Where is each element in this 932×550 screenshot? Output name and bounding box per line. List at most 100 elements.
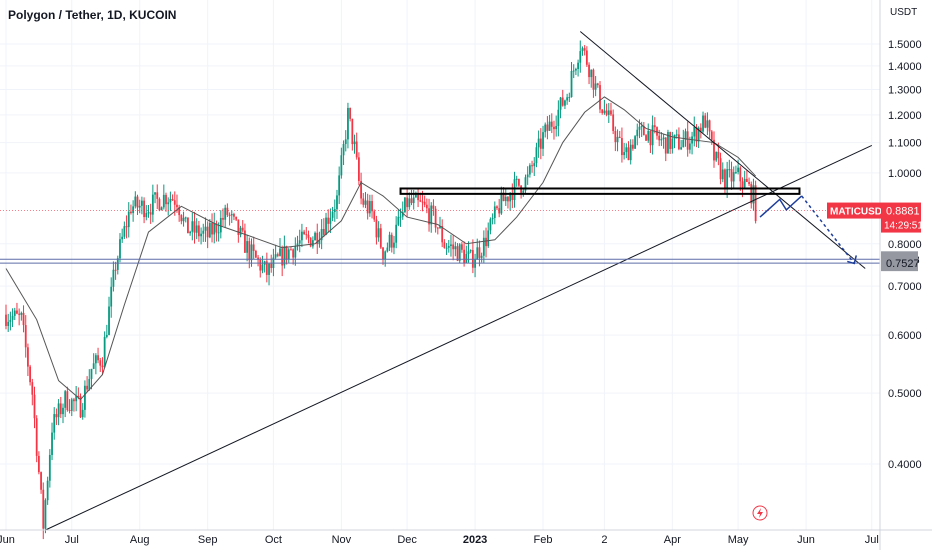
candle-body xyxy=(46,480,49,501)
candle-body xyxy=(544,124,547,133)
candle-body xyxy=(20,312,23,315)
candle-body xyxy=(636,129,639,137)
candle-body xyxy=(64,391,67,408)
candle-body xyxy=(373,211,376,220)
time-tick-label: Nov xyxy=(332,534,352,546)
candle-body xyxy=(553,126,555,130)
candle-body xyxy=(156,192,159,199)
candle-body xyxy=(195,225,198,233)
candle-body xyxy=(684,131,687,140)
candle-body xyxy=(22,312,25,326)
candle-body xyxy=(610,110,612,115)
candle-body xyxy=(469,250,472,252)
candle-body xyxy=(136,196,139,208)
candle-body xyxy=(307,234,310,238)
candle-body xyxy=(283,246,286,266)
candle-body xyxy=(680,147,683,150)
candle-body xyxy=(276,254,279,256)
candle-body xyxy=(697,127,700,142)
candle-body xyxy=(406,197,409,208)
candle-body xyxy=(130,211,132,214)
candle-body xyxy=(719,158,722,180)
candle-body xyxy=(37,455,40,473)
candle-body xyxy=(379,228,382,248)
candle-body xyxy=(219,217,222,233)
drawings-layer[interactable] xyxy=(0,31,880,531)
candle-body xyxy=(524,177,527,191)
candle-body xyxy=(664,137,667,154)
candle-body xyxy=(270,263,273,268)
candle-body xyxy=(623,152,626,156)
candle-body xyxy=(134,196,137,207)
candle-body xyxy=(583,48,586,51)
moving-average xyxy=(5,96,757,401)
candle-body xyxy=(55,414,58,418)
candle-body xyxy=(531,165,533,167)
candle-body xyxy=(33,394,36,419)
candle-body xyxy=(526,174,529,178)
candle-body xyxy=(658,135,661,141)
candle-body xyxy=(511,193,514,200)
candle-body xyxy=(311,240,314,247)
candle-body xyxy=(461,244,463,250)
candle-body xyxy=(386,247,389,252)
candle-body xyxy=(377,228,380,238)
candle-body xyxy=(318,240,321,245)
candle-body xyxy=(305,234,308,236)
candle-body xyxy=(726,169,729,189)
candle-body xyxy=(108,306,110,335)
time-axis[interactable]: Jun Jul Aug Sep Oct Nov Dec 2023 Feb 2 Apr May Jun Ju… xyxy=(0,529,932,546)
candle-body xyxy=(577,62,579,70)
candle-body xyxy=(660,139,663,141)
candle-body xyxy=(603,110,606,114)
candle-body xyxy=(112,269,115,287)
time-tick-label: Sep xyxy=(198,534,218,546)
candle-body xyxy=(695,127,698,142)
candle-body xyxy=(165,194,167,205)
price-tick-label: 0.4000 xyxy=(888,459,922,471)
candle-body xyxy=(154,192,156,195)
candle-body xyxy=(16,310,18,314)
candle-body xyxy=(309,237,312,247)
ma-line xyxy=(5,96,757,401)
candle-body xyxy=(342,144,345,156)
candle-body xyxy=(235,216,238,220)
candle-body xyxy=(393,242,395,248)
candle-body xyxy=(675,134,678,136)
candle-body xyxy=(202,230,205,234)
candle-body xyxy=(103,336,106,368)
candle-body xyxy=(257,257,259,260)
candle-body xyxy=(70,399,73,411)
candle-body xyxy=(215,223,218,233)
candle-body xyxy=(423,201,426,205)
candle-body xyxy=(375,219,378,238)
candle-body xyxy=(436,227,439,229)
projection-arrowhead xyxy=(847,255,858,265)
candle-body xyxy=(29,366,32,383)
candle-body xyxy=(44,500,47,529)
candle-body xyxy=(228,214,231,216)
candle-body xyxy=(9,319,12,322)
candle-body xyxy=(745,178,748,183)
candle-body xyxy=(428,208,430,225)
candle-body xyxy=(140,200,143,206)
candle-body xyxy=(715,151,718,161)
candle-body xyxy=(397,216,400,225)
price-axis[interactable]: USDT 1.5000 1.4000 1.3000 1.2000 1.1000 1.0000… xyxy=(879,0,922,550)
candle-body xyxy=(487,230,490,247)
candle-body xyxy=(13,310,16,316)
candle-body xyxy=(642,126,645,136)
candle-body xyxy=(570,70,573,98)
candle-body xyxy=(607,110,610,115)
candle-body xyxy=(640,126,643,128)
candle-body xyxy=(182,217,185,222)
candle-body xyxy=(327,217,330,224)
candle-body xyxy=(353,141,356,145)
candle-body xyxy=(594,83,597,90)
candle-body xyxy=(458,244,461,261)
candle-body xyxy=(493,206,496,219)
candle-body xyxy=(40,472,42,490)
candle-body xyxy=(79,396,82,418)
